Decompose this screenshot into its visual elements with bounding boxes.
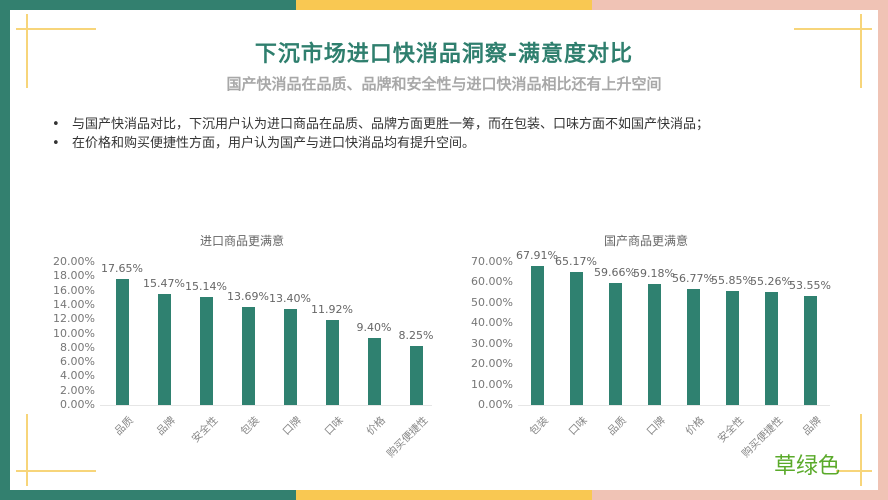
x-axis-category-label: 品牌	[800, 414, 824, 438]
frame-top-pink	[592, 0, 888, 10]
bar	[157, 294, 171, 405]
bar	[283, 309, 297, 405]
x-axis-line	[518, 405, 830, 406]
bar	[686, 289, 700, 405]
bullet-list: • 与国产快消品对比，下沉用户认为进口商品在品质、品牌方面更胜一筹，而在包装、口…	[52, 115, 709, 153]
y-axis-tick-label: 16.00%	[53, 283, 95, 297]
bar	[803, 295, 817, 405]
frame-right	[878, 0, 888, 500]
y-axis-tick-label: 70.00%	[471, 255, 513, 268]
bar-value-label: 13.69%	[227, 290, 269, 304]
bar	[367, 337, 381, 405]
bar	[764, 292, 778, 405]
x-axis-category-label: 品牌	[154, 414, 178, 438]
bar	[199, 296, 213, 405]
frame-bottom-teal	[0, 490, 296, 500]
x-axis-category-label: 价格	[683, 414, 707, 438]
bar-value-label: 15.14%	[185, 279, 227, 293]
y-axis-tick-label: 14.00%	[53, 297, 95, 311]
bullet-dot: •	[52, 136, 60, 151]
bar-value-label: 13.40%	[269, 292, 311, 306]
y-axis-tick-label: 20.00%	[53, 255, 95, 268]
x-axis-category-label: 品质	[112, 414, 136, 438]
frame-top-teal	[0, 0, 296, 10]
frame-left	[0, 0, 10, 500]
y-axis-tick-label: 2.00%	[60, 383, 95, 397]
corner-line-tr-h	[794, 28, 872, 30]
x-axis-category-label: 口牌	[644, 414, 668, 438]
corner-line-tl-v	[26, 14, 28, 88]
corner-line-tr-v	[860, 14, 862, 88]
bar-value-label: 56.77%	[672, 272, 714, 286]
corner-line-tl-h	[16, 28, 96, 30]
bar-value-label: 65.17%	[555, 254, 597, 268]
x-axis-category-label: 安全性	[189, 414, 220, 446]
y-axis-tick-label: 60.00%	[471, 275, 513, 289]
x-axis-category-label: 口牌	[280, 414, 304, 438]
bar	[241, 307, 255, 405]
bar	[530, 266, 544, 405]
page-title: 下沉市场进口快消品洞察-满意度对比	[254, 42, 634, 67]
x-axis-category-label: 口味	[322, 414, 346, 438]
y-axis-tick-label: 6.00%	[60, 355, 95, 369]
y-axis-tick-label: 50.00%	[471, 295, 513, 309]
y-axis-tick-label: 10.00%	[53, 326, 95, 340]
y-axis-tick-label: 0.00%	[60, 398, 95, 411]
frame-bottom-yellow	[296, 490, 592, 500]
bar	[725, 290, 739, 405]
y-axis-tick-label: 4.00%	[60, 369, 95, 383]
y-axis-tick-label: 20.00%	[471, 357, 513, 371]
bar-value-label: 8.25%	[398, 329, 434, 342]
page-subtitle: 国产快消品在品质、品牌和安全性与进口快消品相比还有上升空间	[226, 75, 662, 93]
color-tag-label: 草绿色	[773, 454, 840, 479]
bar	[115, 278, 129, 405]
bar-value-label: 55.85%	[711, 273, 753, 287]
corner-line-br-v	[860, 414, 862, 486]
y-axis-tick-label: 40.00%	[471, 316, 513, 330]
bar-value-label: 53.55%	[789, 278, 831, 292]
bar-value-label: 59.66%	[594, 266, 636, 280]
bar-value-label: 55.26%	[750, 275, 792, 289]
bar-value-label: 15.47%	[143, 277, 185, 291]
bullet-text: 在价格和购买便捷性方面，用户认为国产与进口快消品均有提升空间。	[72, 136, 476, 151]
x-axis-category-label: 价格	[364, 414, 388, 438]
bar	[608, 283, 622, 405]
bullet-text: 与国产快消品对比，下沉用户认为进口商品在品质、品牌方面更胜一筹，而在包装、口味方…	[72, 117, 710, 132]
y-axis-tick-label: 10.00%	[471, 377, 513, 391]
chart-title: 国产商品更满意	[604, 234, 689, 248]
y-axis-tick-label: 30.00%	[471, 336, 513, 350]
bar	[325, 319, 339, 405]
corner-line-br-h	[836, 470, 872, 472]
x-axis-category-label: 包装	[527, 414, 551, 438]
bar	[409, 346, 423, 405]
x-axis-category-label: 安全性	[715, 414, 746, 446]
bullet-dot: •	[52, 117, 60, 132]
corner-line-bl-h	[16, 470, 96, 472]
x-axis-category-label: 品质	[605, 414, 629, 438]
x-axis-category-label: 包装	[238, 414, 262, 438]
chart-title: 进口商品更满意	[200, 234, 285, 248]
frame-top-yellow	[296, 0, 592, 10]
y-axis-tick-label: 8.00%	[60, 340, 95, 354]
x-axis-line	[100, 405, 432, 406]
y-axis-tick-label: 18.00%	[53, 269, 95, 283]
bar-value-label: 59.18%	[633, 267, 675, 281]
bar	[569, 271, 583, 405]
y-axis-tick-label: 0.00%	[478, 398, 513, 411]
x-axis-category-label: 购买便捷性	[384, 414, 430, 461]
y-axis-tick-label: 12.00%	[53, 312, 95, 326]
frame-bottom-pink	[592, 490, 888, 500]
bar-value-label: 11.92%	[311, 302, 353, 316]
x-axis-category-label: 口味	[566, 414, 590, 438]
bar-value-label: 17.65%	[101, 261, 143, 275]
bullet-item: • 在价格和购买便捷性方面，用户认为国产与进口快消品均有提升空间。	[52, 134, 709, 153]
bar-value-label: 67.91%	[516, 249, 558, 263]
bullet-item: • 与国产快消品对比，下沉用户认为进口商品在品质、品牌方面更胜一筹，而在包装、口…	[52, 115, 709, 134]
corner-line-bl-v	[26, 414, 28, 486]
bar	[647, 284, 661, 405]
bar-value-label: 9.40%	[356, 320, 392, 334]
